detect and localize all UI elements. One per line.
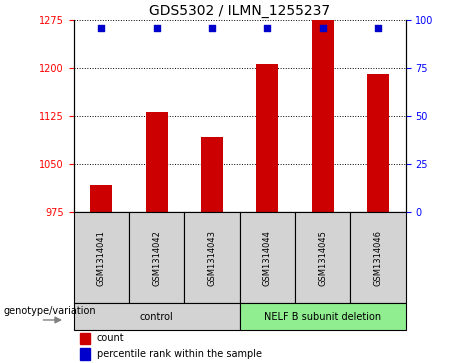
Point [374,25,382,30]
Text: GSM1314042: GSM1314042 [152,230,161,286]
Text: GSM1314046: GSM1314046 [373,230,383,286]
Bar [80,333,90,344]
Point [208,25,216,30]
Text: GSM1314043: GSM1314043 [207,230,217,286]
Bar [350,212,406,303]
Bar [184,212,240,303]
Point [264,25,271,30]
Bar [80,348,90,360]
Text: GSM1314044: GSM1314044 [263,230,272,286]
Bar [240,303,406,330]
Bar [295,212,350,303]
Title: GDS5302 / ILMN_1255237: GDS5302 / ILMN_1255237 [149,4,330,17]
Bar [256,64,278,212]
Point [153,25,160,30]
Bar [74,212,129,303]
Text: NELF B subunit deletion: NELF B subunit deletion [264,312,381,322]
Point [319,25,326,30]
Text: count: count [97,333,124,343]
Text: control: control [140,312,174,322]
Text: GSM1314041: GSM1314041 [97,230,106,286]
Bar [90,185,112,212]
Point [98,25,105,30]
Bar [129,212,184,303]
Text: genotype/variation: genotype/variation [4,306,96,316]
Bar [312,20,334,212]
Text: percentile rank within the sample: percentile rank within the sample [97,349,262,359]
Bar [201,137,223,212]
Bar [367,74,389,212]
Text: GSM1314045: GSM1314045 [318,230,327,286]
Bar [74,303,240,330]
Bar [240,212,295,303]
Bar [146,112,168,212]
